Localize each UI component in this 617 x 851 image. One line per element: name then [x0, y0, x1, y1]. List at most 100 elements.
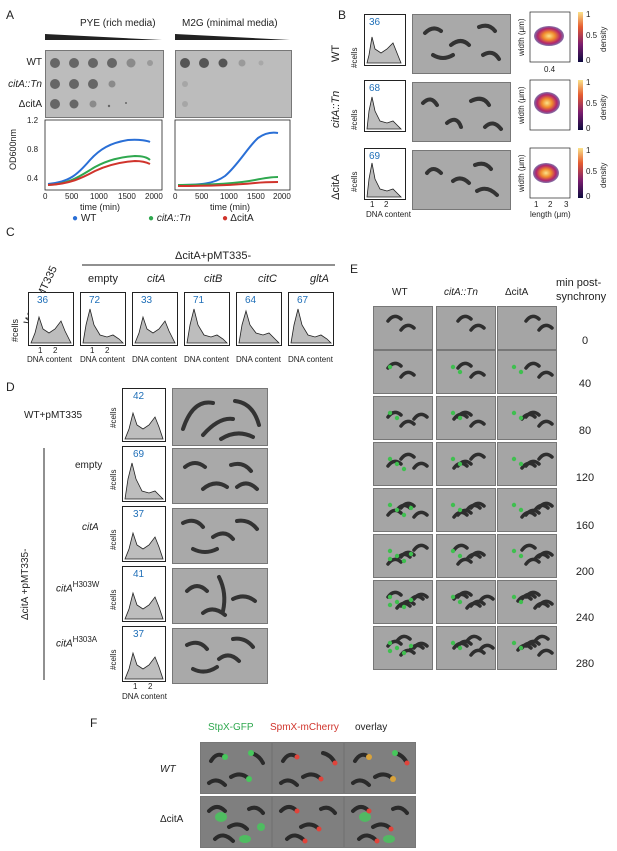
panel-d-label: D — [6, 380, 15, 394]
cbar-1-top: 1 — [586, 10, 591, 19]
b-xt-1: 1 — [370, 200, 375, 209]
e-tile-r6-c1 — [436, 580, 496, 624]
e-tile-r0-c0 — [373, 306, 433, 350]
e-time-160: 160 — [575, 520, 595, 532]
c-count-wt: 36 — [37, 295, 49, 306]
c-hist-wt: 36 — [28, 292, 74, 346]
ytick-1-2: 1.2 — [27, 116, 39, 125]
xtick-pye-1000: 1000 — [90, 192, 108, 201]
d-xt-2: 2 — [148, 682, 153, 691]
b-hist-cita-tn: 68 — [364, 80, 406, 132]
d-row-cita: citA — [82, 522, 99, 533]
d-micro-3 — [172, 508, 268, 564]
colorbar-1 — [578, 12, 583, 62]
e-tile-r0-c1 — [436, 306, 496, 350]
wedge-m2g — [175, 34, 290, 40]
d-micro-4 — [172, 568, 268, 624]
colorbar-3 — [578, 148, 583, 198]
c-xlabel-2: DNA content — [80, 355, 125, 364]
f-delta-mcherry — [272, 796, 344, 848]
e-tile-r7-c0 — [373, 626, 433, 670]
f-row-delta-cita: ΔcitA — [160, 814, 184, 825]
media-m2g-title: M2G (minimal media) — [182, 18, 278, 29]
d-hist-4: 41 — [122, 566, 166, 622]
d-ylabel-2: #cells — [109, 469, 118, 490]
d-xt-1: 1 — [133, 682, 138, 691]
e-tile-r3-c0 — [373, 442, 433, 486]
e-tile-r1-c1 — [436, 350, 496, 394]
e-tile-r6-c2 — [497, 580, 557, 624]
f-delta-gfp — [200, 796, 272, 848]
b-micro-cita-tn — [412, 82, 511, 142]
d-count-3: 37 — [133, 509, 145, 520]
e-tile-r1-c0 — [373, 350, 433, 394]
growth-curves — [44, 119, 291, 191]
c-name-citb: citB — [204, 273, 223, 285]
xtick-m2g-2000: 2000 — [273, 192, 291, 201]
xtick-m2g-1000: 1000 — [220, 192, 238, 201]
panel-e-label: E — [350, 262, 359, 276]
strain-cita-tn: citA::Tn — [8, 79, 42, 90]
d-row-empty: empty — [75, 460, 103, 471]
scatter-wt — [529, 11, 571, 63]
e-time-0: 0 — [581, 335, 589, 347]
b-xlabel: DNA content — [366, 210, 411, 219]
xtick-m2g-0: 0 — [173, 192, 178, 201]
d-ylabel-5: #cells — [109, 649, 118, 670]
pye-deltacita-curve — [47, 159, 151, 186]
cbar-3-mid: 0.5 — [586, 167, 598, 176]
cbar-3-bot: 0 — [586, 192, 591, 201]
c-hist-glta: 67 — [288, 292, 334, 346]
e-tile-r6-c0 — [373, 580, 433, 624]
e-tile-r7-c1 — [436, 626, 496, 670]
m2g-deltacita-curve — [177, 181, 279, 187]
b-micro-delta-cita — [412, 150, 511, 210]
d-hist-1: 42 — [122, 388, 166, 442]
b-scatter-xt-1: 1 — [534, 200, 539, 209]
e-col-cita-tn: citA::Tn — [444, 287, 478, 298]
cbar-3-top: 1 — [586, 146, 591, 155]
e-col-delta-cita: ΔcitA — [505, 287, 529, 298]
scatter-cita-tn — [529, 79, 571, 131]
spot-plate-pye — [45, 50, 164, 118]
e-tile-r3-c1 — [436, 442, 496, 486]
f-channel-mcherry: SpmX-mCherry — [270, 722, 339, 733]
c-hist-cita: 33 — [132, 292, 178, 346]
xtick-pye-0: 0 — [43, 192, 48, 201]
d-hist-5: 37 — [122, 626, 166, 682]
d-count-2: 69 — [133, 449, 145, 460]
c-group-label: ΔcitA+pMT335- — [175, 250, 252, 262]
e-tile-r2-c1 — [436, 396, 496, 440]
ytick-0-8: 0.8 — [27, 145, 39, 154]
e-tile-r3-c2 — [497, 442, 557, 486]
legend-delta-cita: ● ΔcitA — [222, 213, 254, 224]
b-scatter-xt-3: 3 — [564, 200, 569, 209]
legend-cita-tn: ● citA::Tn — [148, 213, 191, 224]
colorbar-2 — [578, 80, 583, 130]
growth-xlabel-pye: time (min) — [80, 202, 120, 212]
spot-plate-m2g — [175, 50, 292, 118]
e-time-240: 240 — [575, 612, 595, 624]
c-xt-d: 2 — [105, 346, 110, 355]
b-scatter-xlabel: length (μm) — [530, 210, 571, 219]
m2g-citatn-curve — [177, 176, 279, 186]
c-hist-citb: 71 — [184, 292, 230, 346]
e-tile-r2-c0 — [373, 396, 433, 440]
e-tile-r1-c2 — [497, 350, 557, 394]
strain-delta-cita: ΔcitA — [18, 99, 42, 110]
b-scatter-xt-2: 2 — [548, 200, 553, 209]
e-tile-r0-c2 — [497, 306, 557, 350]
f-channel-overlay: overlay — [355, 722, 388, 733]
e-tile-r7-c2 — [497, 626, 557, 670]
cbar-1-bot: 0 — [586, 56, 591, 65]
d-hist-2: 69 — [122, 446, 166, 502]
b-micro-wt — [412, 14, 511, 74]
cbar-1-mid: 0.5 — [586, 31, 598, 40]
c-xlabel-1: DNA content — [27, 355, 72, 364]
d-xlabel: DNA content — [122, 692, 167, 701]
ytick-0-4: 0.4 — [27, 174, 39, 183]
c-name-empty: empty — [88, 273, 118, 285]
d-micro-5 — [172, 628, 268, 684]
xtick-pye-500: 500 — [65, 192, 79, 201]
b-xt-2: 2 — [384, 200, 389, 209]
